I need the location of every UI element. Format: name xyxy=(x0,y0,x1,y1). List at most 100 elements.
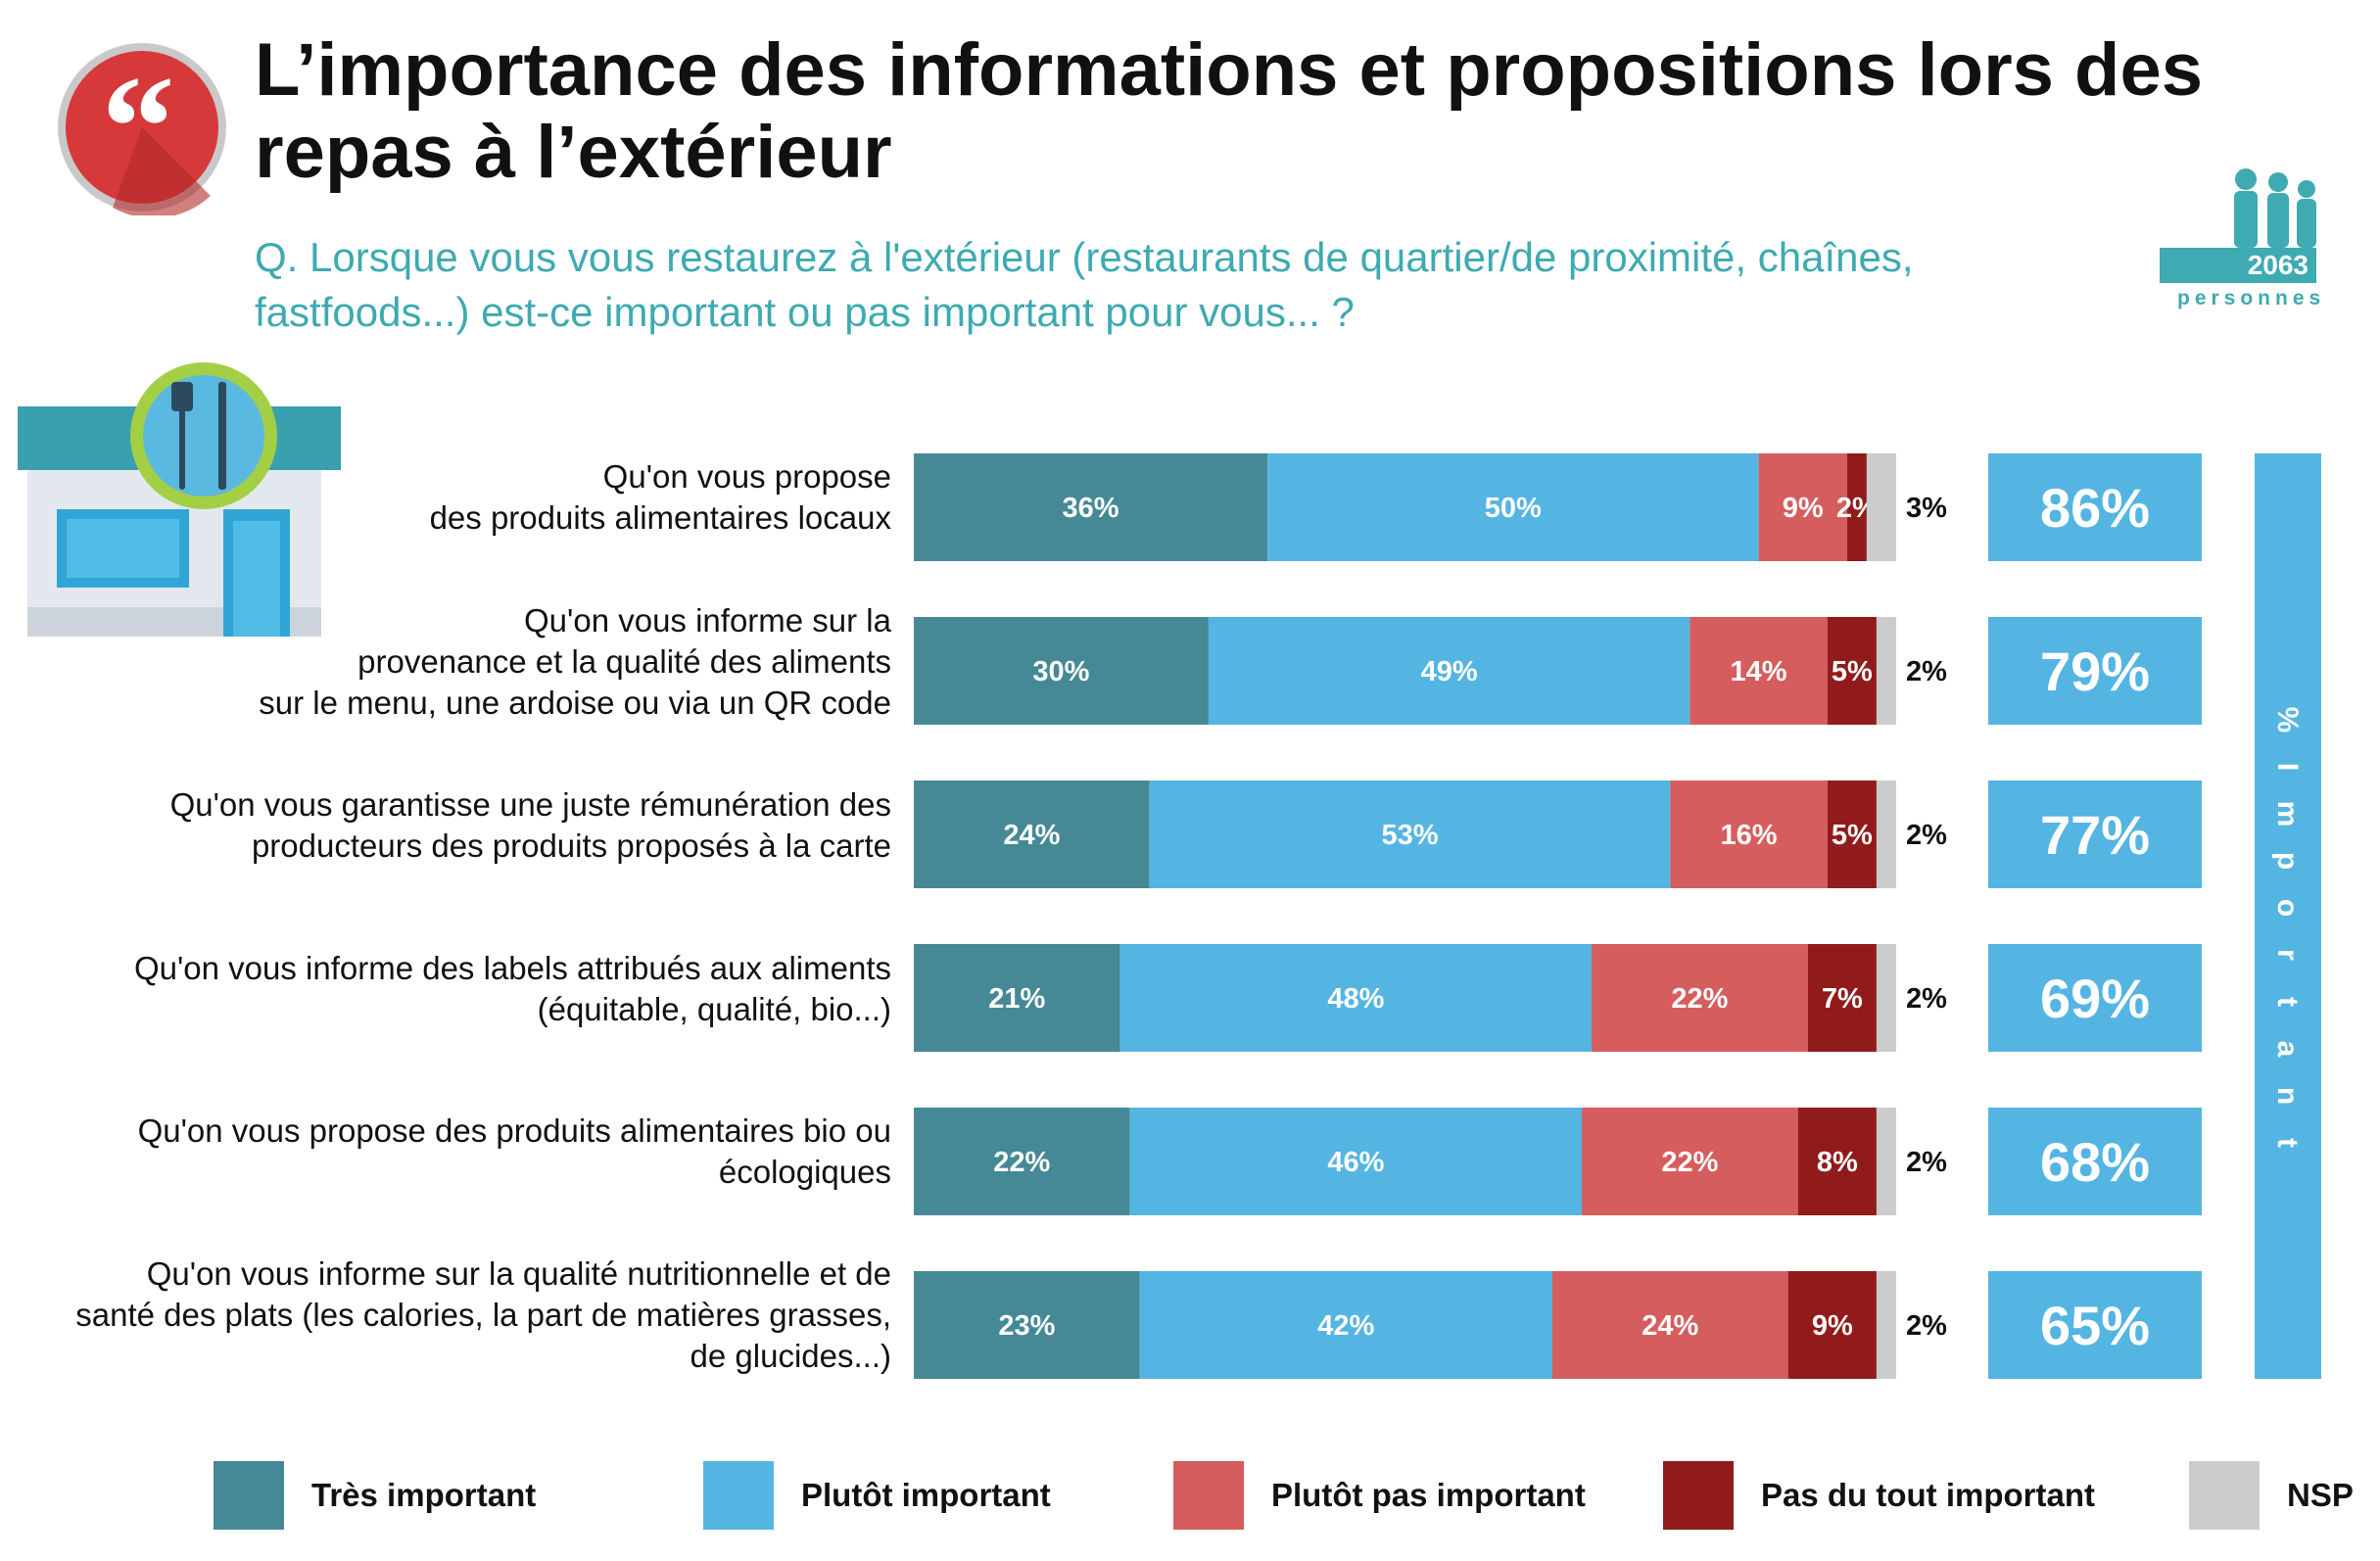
data-label-nsp-2: 2% xyxy=(1906,656,1947,687)
title-line-1: L’importance des informations et proposi… xyxy=(255,28,2203,112)
bar-segment-plutot-important-1 xyxy=(1267,453,1759,561)
bar-segment-nsp-6 xyxy=(1876,1271,1896,1379)
row-label-1: Qu'on vous propose des produits alimenta… xyxy=(0,456,891,539)
page-title: L’importance des informations et proposi… xyxy=(255,29,2213,193)
legend-item-plutot-important: Plutôt important xyxy=(703,1461,1051,1530)
row-label-2: Qu'on vous informe sur la provenance et … xyxy=(0,600,891,724)
summary-band-label-char: o xyxy=(2271,899,2304,917)
legend-swatch-tres-important xyxy=(214,1461,284,1530)
quote-icon: “ xyxy=(58,43,226,218)
summary-value-6: 65% xyxy=(2040,1295,2150,1356)
legend-swatch-plutot-important xyxy=(703,1461,774,1530)
bar-segment-nsp-2 xyxy=(1876,617,1896,725)
legend-item-tres-important: Très important xyxy=(214,1461,536,1530)
bar-segment-nsp-1 xyxy=(1866,453,1896,561)
row-label-3: Qu'on vous garantisse une juste rémunéra… xyxy=(0,784,891,867)
bar-segment-plutot-pas-important-1 xyxy=(1758,453,1847,561)
data-label-pas-du-tout-important-4: 7% xyxy=(1822,983,1863,1015)
data-label-nsp-6: 2% xyxy=(1906,1310,1947,1342)
sample-unit: personnes xyxy=(2177,287,2326,309)
data-label-nsp-4: 2% xyxy=(1906,983,1947,1015)
bar-segment-plutot-important-6 xyxy=(1139,1271,1552,1379)
row-label-3-line-2: producteurs des produits proposés à la c… xyxy=(251,828,891,864)
summary-band-label-char: t xyxy=(2271,997,2304,1007)
data-label-plutot-important-5: 46% xyxy=(1327,1147,1384,1178)
legend-swatch-nsp xyxy=(2189,1461,2260,1530)
summary-band-label-char: n xyxy=(2271,1087,2304,1105)
sample-size-badge: 2063 personnes xyxy=(2160,162,2341,309)
row-label-5-line-2: écologiques xyxy=(718,1154,891,1190)
row-label-4-line-1: Qu'on vous informe des labels attribués … xyxy=(133,950,891,986)
bar-segment-plutot-pas-important-6 xyxy=(1551,1271,1788,1379)
bar-segment-pas-du-tout-important-3 xyxy=(1827,780,1877,888)
question-line-1: Q. Lorsque vous vous restaurez à l'extér… xyxy=(255,234,1914,280)
row-label-4-line-2: (équitable, qualité, bio...) xyxy=(537,991,891,1027)
bar-segment-pas-du-tout-important-2 xyxy=(1827,617,1877,725)
summary-band-label-char: t xyxy=(2271,1138,2304,1148)
data-label-nsp-3: 2% xyxy=(1906,820,1947,851)
bar-segment-pas-du-tout-important-1 xyxy=(1846,453,1867,561)
summary-band-label-char: % xyxy=(2271,707,2304,733)
summary-value-5: 68% xyxy=(2040,1131,2150,1193)
bar-segment-nsp-4 xyxy=(1876,944,1896,1052)
quote-glyph: “ xyxy=(102,46,175,209)
data-label-plutot-pas-important-1: 9% xyxy=(1783,493,1824,524)
row-label-1-line-1: Qu'on vous propose xyxy=(602,458,891,495)
legend-swatch-plutot-pas-important xyxy=(1173,1461,1244,1530)
summary-box-1 xyxy=(1988,453,2202,561)
data-label-pas-du-tout-important-2: 5% xyxy=(1832,656,1873,687)
summary-value-2: 79% xyxy=(2040,640,2150,702)
row-label-2-line-2: provenance et la qualité des aliments xyxy=(357,643,891,680)
data-label-tres-important-4: 21% xyxy=(988,983,1045,1015)
data-label-pas-du-tout-important-5: 8% xyxy=(1817,1147,1858,1178)
data-label-plutot-pas-important-5: 22% xyxy=(1661,1147,1718,1178)
data-label-nsp-1: 3% xyxy=(1906,493,1947,524)
summary-value-3: 77% xyxy=(2040,804,2150,866)
title-line-2: repas à l’extérieur xyxy=(255,110,892,194)
summary-box-6 xyxy=(1988,1271,2202,1379)
summary-value-1: 86% xyxy=(2040,477,2150,539)
legend-label-plutot-important: Plutôt important xyxy=(801,1477,1051,1513)
legend-label-pas-du-tout-important: Pas du tout important xyxy=(1761,1477,2095,1513)
summary-band-label-char: a xyxy=(2271,1041,2304,1058)
legend-label-nsp: NSP xyxy=(2287,1477,2354,1513)
summary-box-3 xyxy=(1988,780,2202,888)
data-label-plutot-pas-important-2: 14% xyxy=(1731,656,1787,687)
data-label-pas-du-tout-important-6: 9% xyxy=(1812,1310,1853,1342)
summary-band-label-char: p xyxy=(2271,852,2304,870)
question-text: Q. Lorsque vous vous restaurez à l'extér… xyxy=(255,230,2135,340)
data-label-tres-important-1: 36% xyxy=(1063,493,1119,524)
bar-segment-pas-du-tout-important-5 xyxy=(1797,1108,1877,1215)
summary-band-label-char: I xyxy=(2271,763,2304,771)
summary-band xyxy=(2255,453,2321,1379)
people-icon xyxy=(2234,168,2316,248)
summary-band-label-char: r xyxy=(2271,949,2304,961)
data-label-plutot-pas-important-6: 24% xyxy=(1642,1310,1698,1342)
summary-value-4: 69% xyxy=(2040,968,2150,1029)
bar-segment-plutot-pas-important-3 xyxy=(1670,780,1828,888)
bar-segment-plutot-important-3 xyxy=(1149,780,1671,888)
row-label-2-line-1: Qu'on vous informe sur la xyxy=(524,602,891,639)
legend-label-tres-important: Très important xyxy=(311,1477,537,1513)
row-label-6-line-3: de glucides...) xyxy=(690,1338,891,1374)
bar-segment-plutot-important-2 xyxy=(1208,617,1690,725)
summary-box-2 xyxy=(1988,617,2202,725)
data-label-plutot-important-3: 53% xyxy=(1381,820,1438,851)
row-label-6: Qu'on vous informe sur la qualité nutrit… xyxy=(0,1254,891,1377)
legend-item-nsp: NSP xyxy=(2189,1461,2354,1530)
row-label-6-line-2: santé des plats (les calories, la part d… xyxy=(75,1297,891,1333)
bar-segment-tres-important-1 xyxy=(914,453,1268,561)
bar-segment-plutot-important-5 xyxy=(1129,1108,1583,1215)
summary-box-4 xyxy=(1988,944,2202,1052)
sample-count: 2063 xyxy=(2160,248,2316,283)
bar-segment-plutot-important-4 xyxy=(1119,944,1593,1052)
data-label-plutot-important-4: 48% xyxy=(1327,983,1384,1015)
data-label-plutot-important-1: 50% xyxy=(1485,493,1542,524)
row-label-5: Qu'on vous propose des produits alimenta… xyxy=(0,1111,891,1193)
bar-segment-plutot-pas-important-4 xyxy=(1592,944,1808,1052)
legend-label-plutot-pas-important: Plutôt pas important xyxy=(1271,1477,1586,1513)
legend-swatch-pas-du-tout-important xyxy=(1663,1461,1734,1530)
quote-badge: “ xyxy=(54,39,230,220)
legend-item-pas-du-tout-important: Pas du tout important xyxy=(1663,1461,2095,1530)
